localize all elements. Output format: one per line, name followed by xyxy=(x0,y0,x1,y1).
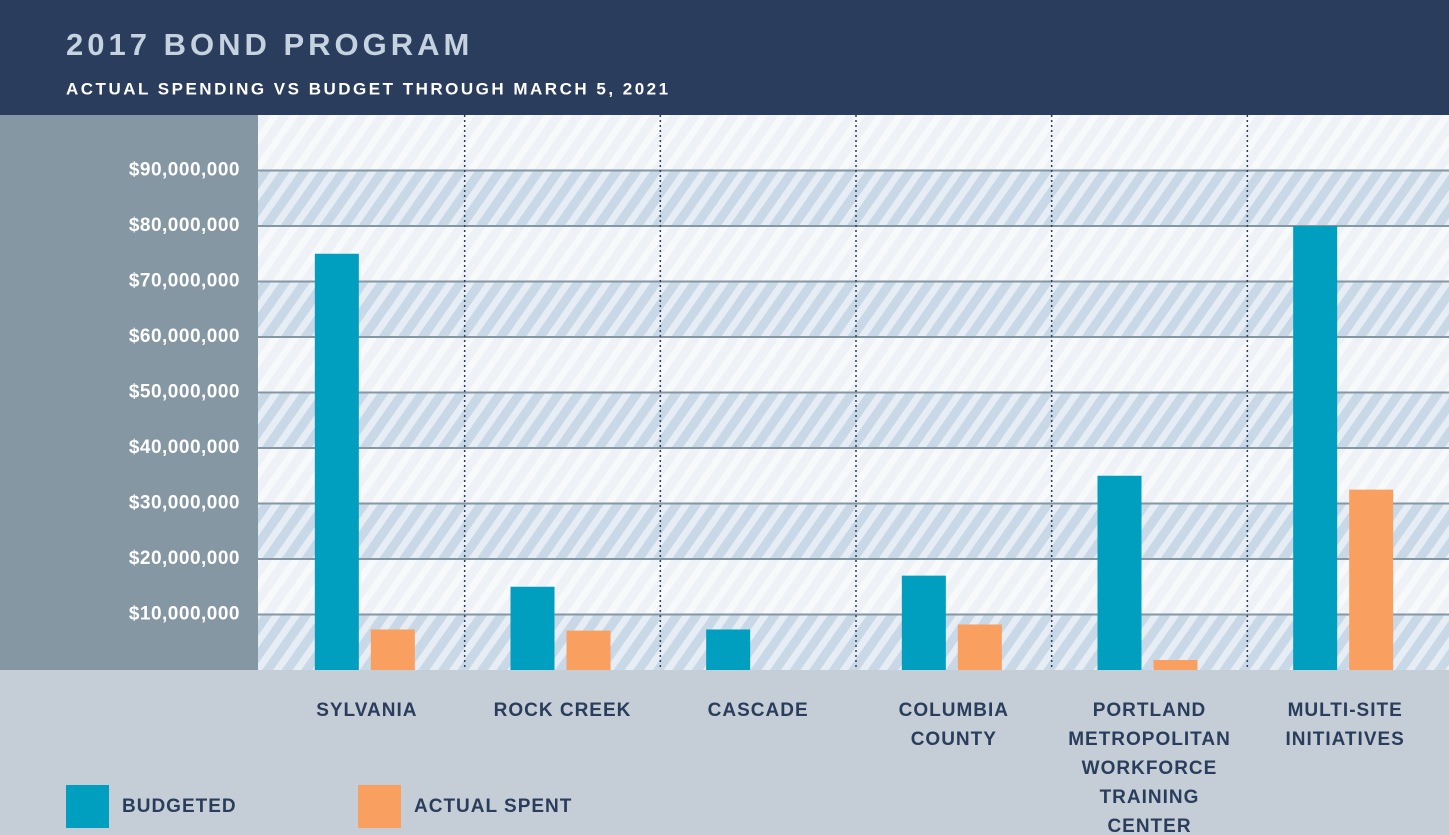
legend-label: BUDGETED xyxy=(122,796,237,817)
y-tick-label: $70,000,000 xyxy=(129,271,240,292)
bar xyxy=(1097,475,1142,670)
y-tick-label: $10,000,000 xyxy=(129,604,240,625)
bar xyxy=(314,253,359,670)
bar xyxy=(957,624,1002,670)
header xyxy=(0,0,1449,115)
x-tick-label: SYLVANIA xyxy=(316,700,418,721)
bar xyxy=(706,629,751,670)
x-tick-label: ROCK CREEK xyxy=(493,700,632,721)
footer xyxy=(0,670,1449,835)
bar xyxy=(1293,226,1338,670)
y-tick-label: $20,000,000 xyxy=(129,548,240,569)
x-tick-label: PORTLAND METROPOLITAN WORKFORCE TRAINING… xyxy=(1068,700,1231,835)
bar xyxy=(1153,660,1198,670)
legend-swatch xyxy=(358,785,401,828)
y-tick-label: $90,000,000 xyxy=(129,160,240,181)
x-tick-label: CASCADE xyxy=(707,700,809,721)
y-tick-label: $60,000,000 xyxy=(129,326,240,347)
bar xyxy=(566,630,611,670)
axis-panel xyxy=(0,115,258,670)
x-tick-label: MULTI-SITE INITIATIVES xyxy=(1285,700,1405,750)
legend-label: ACTUAL SPENT xyxy=(414,796,572,817)
bar xyxy=(1349,489,1394,670)
bar xyxy=(370,629,415,670)
y-tick-label: $80,000,000 xyxy=(129,215,240,236)
bar xyxy=(510,586,555,670)
bar xyxy=(901,575,946,670)
x-tick-label: COLUMBIA COUNTY xyxy=(898,700,1010,750)
y-tick-label: $30,000,000 xyxy=(129,493,240,514)
chart-title: 2017 BOND PROGRAM xyxy=(66,27,473,62)
y-tick-label: $40,000,000 xyxy=(129,437,240,458)
legend-swatch xyxy=(66,785,109,828)
y-tick-label: $50,000,000 xyxy=(129,382,240,403)
chart-subtitle: ACTUAL SPENDING VS BUDGET THROUGH MARCH … xyxy=(66,79,671,98)
